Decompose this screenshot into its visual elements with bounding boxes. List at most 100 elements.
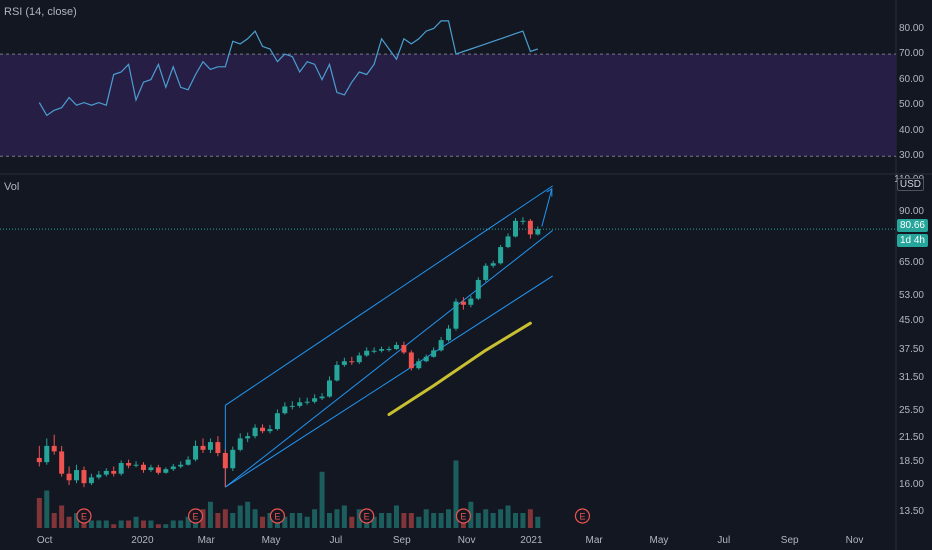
- volume-bar: [282, 516, 288, 528]
- candle-body: [408, 352, 414, 369]
- volume-bar: [260, 516, 266, 528]
- candle-body: [490, 263, 496, 266]
- volume-bar: [118, 520, 124, 528]
- time-tick-label: 2020: [131, 535, 154, 546]
- volume-bar: [178, 520, 184, 528]
- earnings-marker: [269, 508, 286, 524]
- volume-bar: [304, 516, 310, 528]
- volume-bar: [245, 501, 251, 528]
- volume-bar: [297, 513, 303, 528]
- currency-badge[interactable]: USD: [896, 178, 924, 191]
- candle-body: [66, 473, 72, 481]
- candle-body: [118, 463, 124, 474]
- volume-bar: [312, 509, 318, 528]
- volume-bar: [341, 505, 347, 528]
- candle-body: [126, 463, 132, 466]
- volume-bar: [393, 505, 399, 528]
- time-tick-label: Nov: [457, 535, 476, 546]
- countdown-badge: 1d 4h: [896, 234, 928, 247]
- volume-bar: [326, 513, 332, 528]
- time-tick-label: Nov: [845, 535, 864, 546]
- volume-bar: [111, 524, 117, 528]
- candle-body: [245, 436, 251, 439]
- candle-body: [140, 464, 146, 471]
- candle-body: [148, 467, 154, 471]
- volume-bar: [74, 513, 80, 528]
- rsi-band: [0, 54, 896, 157]
- volume-bar: [207, 501, 213, 528]
- candle-body: [319, 396, 325, 399]
- rsi-tick-label: 30.00: [898, 150, 924, 162]
- candle-body: [222, 453, 228, 469]
- candle-body: [133, 464, 139, 466]
- price-tick-label: 31.50: [898, 371, 924, 383]
- moving-average-line: [387, 321, 532, 416]
- volume-bar: [148, 520, 154, 528]
- volume-bar: [59, 505, 65, 528]
- candle-body: [304, 401, 310, 403]
- rsi-indicator-label[interactable]: RSI (14, close): [4, 6, 77, 18]
- forecast-arrow-head: [546, 187, 553, 197]
- time-tick-label: Mar: [197, 535, 215, 546]
- volume-bar: [289, 513, 295, 528]
- price-tick-label: 18.50: [898, 456, 924, 468]
- volume-bar: [386, 513, 392, 528]
- candle-body: [535, 229, 541, 235]
- volume-bar: [252, 509, 258, 528]
- earnings-marker: [574, 508, 591, 524]
- volume-bar: [356, 509, 362, 528]
- price-tick-label: 13.50: [898, 506, 924, 518]
- volume-bar: [505, 505, 511, 528]
- earnings-marker-label: E: [579, 512, 585, 522]
- volume-bar: [334, 509, 340, 528]
- candle-body: [431, 350, 437, 357]
- volume-bar: [408, 513, 414, 528]
- candle-body: [326, 380, 332, 397]
- volume-bar: [267, 513, 273, 528]
- candle-body: [81, 470, 87, 484]
- rsi-tick-label: 60.00: [898, 73, 924, 85]
- channel-line: [225, 275, 553, 488]
- candle-body: [505, 236, 511, 248]
- volume-bar: [96, 520, 102, 528]
- volume-bar: [319, 471, 325, 528]
- volume-bar: [215, 513, 221, 528]
- price-tick-label: 53.00: [898, 289, 924, 301]
- candle-body: [520, 220, 526, 222]
- rsi-line: [38, 20, 538, 117]
- candle-body: [468, 298, 474, 305]
- volume-bar: [185, 516, 191, 528]
- candle-body: [312, 398, 318, 402]
- earnings-marker-label: E: [81, 512, 87, 522]
- price-tick-label: 37.50: [898, 344, 924, 356]
- volume-indicator-label[interactable]: Vol: [4, 181, 20, 193]
- candle-body: [423, 356, 429, 362]
- time-tick-label: May: [649, 535, 669, 546]
- candle-body: [96, 474, 102, 478]
- volume-bar: [155, 524, 161, 528]
- volume-bar: [527, 509, 533, 528]
- candle-body: [475, 279, 481, 299]
- volume-bar: [483, 509, 489, 528]
- price-tick-label: 45.00: [898, 315, 924, 327]
- candle-body: [289, 405, 295, 407]
- earnings-marker: [187, 508, 204, 524]
- candle-body: [453, 301, 459, 329]
- volume-bar: [36, 498, 42, 528]
- candle-body: [416, 361, 422, 369]
- candle-body: [364, 350, 370, 356]
- candle-body: [103, 470, 109, 475]
- volume-bar: [431, 513, 437, 528]
- candle-body: [297, 402, 303, 406]
- rsi-tick-label: 70.00: [898, 48, 924, 60]
- price-tick-label: 25.50: [898, 405, 924, 417]
- volume-bar: [51, 513, 57, 528]
- volume-bar: [379, 513, 385, 528]
- forecast-arrow: [541, 188, 553, 227]
- volume-bar: [44, 490, 50, 528]
- volume-bar: [490, 513, 496, 528]
- last-price-badge: 80.66: [896, 219, 928, 232]
- candle-body: [59, 451, 65, 474]
- volume-bar: [237, 505, 243, 528]
